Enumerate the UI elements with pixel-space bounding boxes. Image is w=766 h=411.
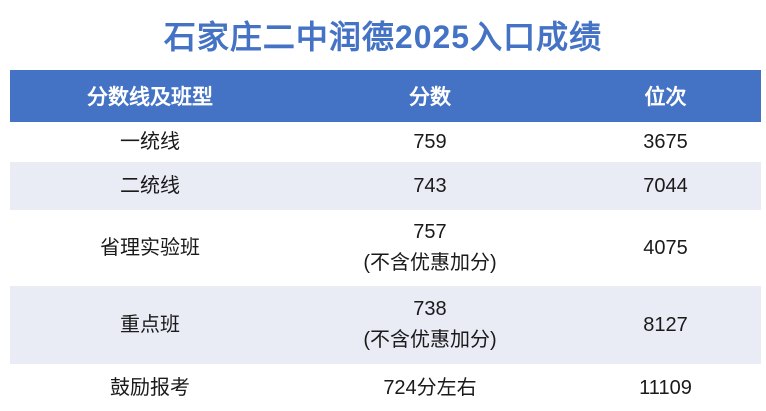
table-row: 鼓励报考 724分左右 11109: [10, 364, 761, 411]
cell-score: 743: [413, 174, 447, 197]
header-cell-rank: 位次: [644, 86, 687, 109]
cell-rank: 7044: [643, 174, 688, 197]
cell-score: 738 (不含优惠加分): [363, 298, 497, 351]
cell-rank: 4075: [643, 236, 688, 259]
table-row: 一统线 759 3675: [10, 122, 761, 162]
cell-category: 省理实验班: [100, 236, 200, 259]
table-row: 重点班 738 (不含优惠加分) 8127: [10, 286, 761, 364]
cell-category: 一统线: [120, 130, 180, 153]
cell-rank: 3675: [643, 130, 688, 153]
cell-category: 重点班: [120, 313, 180, 336]
cell-rank: 11109: [639, 376, 692, 399]
cell-category: 二统线: [120, 174, 180, 197]
cell-rank: 8127: [643, 313, 688, 336]
page-title: 石家庄二中润德2025入口成绩: [163, 19, 603, 55]
table-row: 二统线 743 7044: [10, 162, 761, 210]
table-row: 省理实验班 757 (不含优惠加分) 4075: [10, 210, 761, 286]
cell-score: 759: [413, 130, 447, 153]
cell-category: 鼓励报考: [110, 376, 190, 399]
header-cell-score: 分数: [409, 86, 451, 109]
table-header-row: 分数线及班型 分数 位次: [10, 70, 761, 122]
header-cell-category: 分数线及班型: [87, 86, 213, 109]
cell-score: 757 (不含优惠加分): [363, 221, 497, 274]
cell-score: 724分左右: [383, 376, 477, 399]
score-table: 分数线及班型 分数 位次 一统线 759 3675 二统线 743 7044 省…: [10, 70, 761, 411]
